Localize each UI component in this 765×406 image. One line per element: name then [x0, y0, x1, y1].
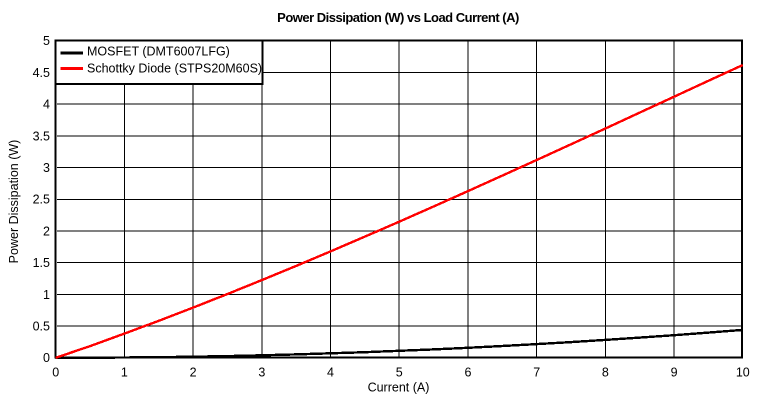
svg-text:4: 4 — [327, 366, 334, 380]
svg-text:1: 1 — [43, 288, 50, 302]
svg-text:9: 9 — [671, 366, 678, 380]
svg-text:MOSFET (DMT6007LFG): MOSFET (DMT6007LFG) — [87, 44, 230, 58]
svg-text:4.5: 4.5 — [33, 66, 50, 80]
svg-text:2: 2 — [190, 366, 197, 380]
svg-text:1.5: 1.5 — [33, 256, 50, 270]
svg-text:7: 7 — [533, 366, 540, 380]
svg-text:Schottky Diode (STPS20M60S): Schottky Diode (STPS20M60S) — [87, 61, 262, 75]
svg-text:3.5: 3.5 — [33, 129, 50, 143]
svg-text:Power Dissipation (W) vs Load: Power Dissipation (W) vs Load Current (A… — [277, 10, 519, 25]
svg-text:0: 0 — [43, 351, 50, 365]
svg-text:10: 10 — [736, 366, 750, 380]
svg-text:5: 5 — [43, 34, 50, 48]
svg-text:2: 2 — [43, 224, 50, 238]
svg-text:8: 8 — [602, 366, 609, 380]
svg-text:Current (A): Current (A) — [368, 380, 430, 394]
svg-text:0.5: 0.5 — [33, 320, 50, 334]
svg-text:3: 3 — [258, 366, 265, 380]
svg-text:2.5: 2.5 — [33, 193, 50, 207]
svg-text:Power Dissipation (W): Power Dissipation (W) — [7, 140, 21, 264]
svg-text:0: 0 — [52, 366, 59, 380]
svg-text:5: 5 — [396, 366, 403, 380]
svg-text:4: 4 — [43, 98, 50, 112]
svg-text:3: 3 — [43, 161, 50, 175]
svg-text:1: 1 — [121, 366, 128, 380]
svg-text:6: 6 — [465, 366, 472, 380]
